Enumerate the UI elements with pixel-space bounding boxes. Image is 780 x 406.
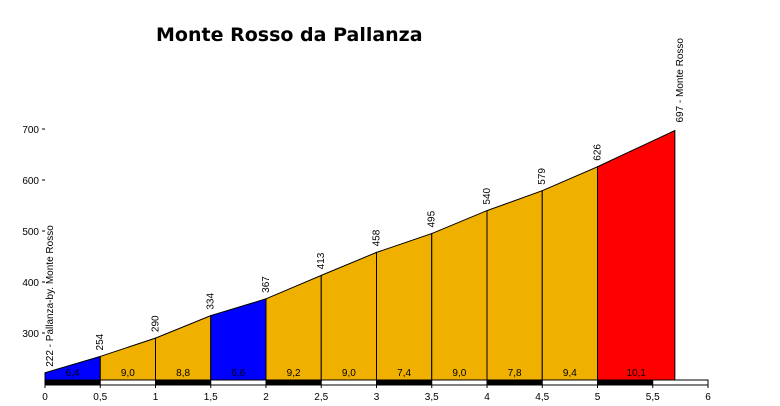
end-point-label: 697 - Monte Rosso <box>675 38 686 123</box>
y-tick-label: 600 <box>22 176 39 187</box>
chart-title: Monte Rosso da Pallanza <box>156 24 423 46</box>
elevation-point-label: 540 <box>482 187 493 204</box>
segment-gradient-label: 9,0 <box>452 368 466 379</box>
y-tick-label: 300 <box>22 329 39 340</box>
segment-gradient-label: 7,4 <box>397 368 411 379</box>
x-tick-label: 6 <box>705 392 711 403</box>
x-tick-label: 1,5 <box>204 392 218 403</box>
elevation-point-label: 458 <box>372 229 383 246</box>
segment-gradient-label: 6,6 <box>231 368 245 379</box>
elevation-point-label: 495 <box>427 210 438 227</box>
x-tick-label: 5 <box>595 392 601 403</box>
x-tick-label: 4 <box>484 392 490 403</box>
x-tick-label: 1 <box>153 392 159 403</box>
segment-area <box>597 129 676 381</box>
distance-band-cell <box>597 379 654 386</box>
distance-band-cell <box>265 379 322 386</box>
segment-area <box>431 209 488 381</box>
elevation-point-label: 367 <box>261 276 272 293</box>
elevation-point-label: 290 <box>151 315 162 332</box>
y-tick-label: 500 <box>22 227 39 238</box>
x-tick-label: 4,5 <box>535 392 549 403</box>
distance-band-cell <box>376 379 433 386</box>
distance-band-cell <box>320 379 377 386</box>
segment-gradient-label: 9,0 <box>342 368 356 379</box>
elevation-point-label: 413 <box>316 252 327 269</box>
segment-gradient-label: 10,1 <box>626 368 646 379</box>
segment-area <box>541 165 598 381</box>
segment-gradient-label: 6,4 <box>66 368 80 379</box>
segment-area <box>320 251 377 381</box>
y-tick-label: 400 <box>22 278 39 289</box>
elevation-point-label: 626 <box>593 144 604 161</box>
distance-band-cell <box>99 379 156 386</box>
x-tick-label: 5,5 <box>646 392 660 403</box>
x-tick-label: 2 <box>263 392 269 403</box>
elevation-point-label: 334 <box>206 293 217 310</box>
x-tick-label: 3,5 <box>425 392 439 403</box>
x-tick-label: 2,5 <box>314 392 328 403</box>
segment-gradient-label: 8,8 <box>176 368 190 379</box>
distance-band-cell <box>486 379 543 386</box>
distance-band-cell <box>652 379 709 386</box>
y-tick-label: 700 <box>22 125 39 136</box>
distance-band-cell <box>431 379 488 386</box>
x-tick-label: 3 <box>374 392 380 403</box>
plot-area: 300 400 500 600 700 6,4 9,0 8,8 6,6 9,2 9,0 7,4 9,0 7… <box>22 38 711 403</box>
segment-area <box>376 232 433 381</box>
distance-band-cell <box>210 379 267 386</box>
distance-band-cell <box>44 379 101 386</box>
segment-area <box>265 274 322 381</box>
segment-gradient-label: 9,2 <box>287 368 301 379</box>
segment-gradient-label: 9,4 <box>563 368 577 379</box>
x-tick-label: 0,5 <box>93 392 107 403</box>
distance-band-cell <box>541 379 598 386</box>
distance-band-cell <box>155 379 212 386</box>
elevation-point-label: 254 <box>95 333 106 350</box>
elevation-point-label: 579 <box>537 168 548 185</box>
segment-gradient-label: 7,8 <box>508 368 522 379</box>
segment-gradient-label: 9,0 <box>121 368 135 379</box>
start-point-label: 222 - Pallanza-by. Monte Rosso <box>45 225 56 367</box>
segment-area <box>486 189 543 381</box>
x-tick-label: 0 <box>42 392 48 403</box>
